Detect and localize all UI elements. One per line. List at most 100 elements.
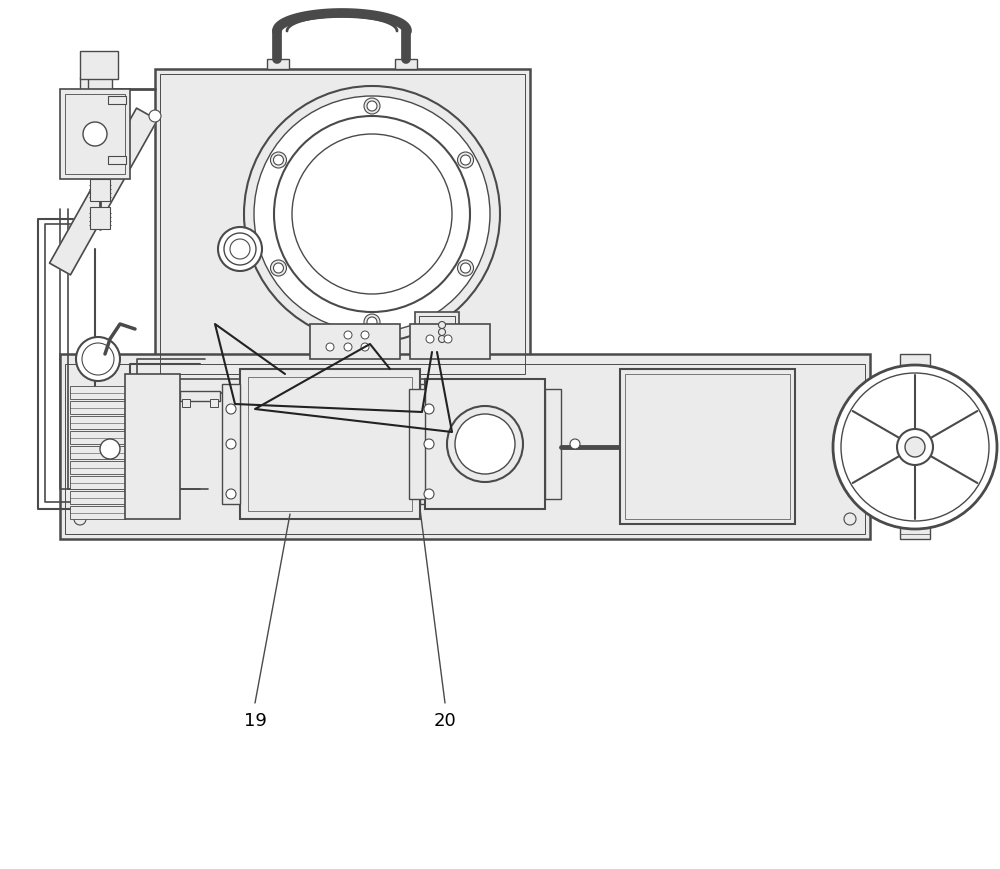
Bar [90,123,110,145]
Circle shape [361,331,369,339]
Bar [465,391,505,401]
Bar [415,312,459,352]
Circle shape [833,365,997,529]
Circle shape [438,328,446,335]
Bar [160,379,525,393]
Bar [70,431,125,444]
Circle shape [270,152,286,168]
Bar [90,95,110,117]
Circle shape [426,335,434,343]
Circle shape [230,239,250,259]
Circle shape [364,98,380,114]
Bar [410,324,490,359]
Circle shape [326,343,334,351]
Circle shape [455,414,515,474]
Circle shape [444,335,452,343]
Circle shape [461,263,471,273]
Circle shape [292,134,452,294]
Circle shape [82,343,114,375]
Circle shape [458,260,474,276]
Circle shape [905,437,925,457]
Bar [248,377,412,511]
Bar [155,69,530,379]
Circle shape [226,404,236,414]
Bar [70,461,125,474]
Bar [125,374,180,519]
Bar [70,446,125,459]
Bar [180,391,220,401]
Bar [240,369,420,519]
Circle shape [361,343,369,351]
Bar [60,89,130,179]
Circle shape [447,406,523,482]
Bar [267,59,289,69]
Bar [160,74,525,374]
Bar [395,59,417,69]
Circle shape [224,233,256,265]
Bar [60,354,870,539]
Circle shape [344,331,352,339]
Bar [625,374,790,519]
Bar [80,77,110,99]
Circle shape [76,337,120,381]
Bar [210,399,218,407]
Bar [100,97,122,119]
Bar [65,94,125,174]
Circle shape [897,429,933,465]
Circle shape [841,373,989,521]
Bar [90,207,110,229]
Bar [70,506,125,519]
Circle shape [270,260,286,276]
Bar [108,96,126,104]
Circle shape [226,439,236,449]
Bar [70,401,125,414]
Bar [545,389,561,499]
Circle shape [438,335,446,342]
Bar [425,379,545,509]
Circle shape [458,152,474,168]
Circle shape [83,122,107,146]
Bar [70,386,125,399]
Circle shape [570,439,580,449]
Bar [182,399,190,407]
Circle shape [844,513,856,525]
Circle shape [273,263,283,273]
Bar [65,364,865,534]
Circle shape [226,489,236,499]
Bar [70,491,125,504]
Circle shape [424,439,434,449]
Circle shape [424,404,434,414]
Bar [900,354,930,539]
Text: 19: 19 [244,712,266,730]
Circle shape [149,110,161,122]
Polygon shape [50,108,157,275]
Bar [620,369,795,524]
Bar [88,69,112,94]
Bar [90,151,110,173]
Circle shape [74,513,86,525]
Circle shape [244,86,500,342]
Text: 20: 20 [434,712,456,730]
Bar [310,324,400,359]
Circle shape [367,317,377,327]
Bar [222,384,240,504]
Bar [90,179,110,201]
Circle shape [218,227,262,271]
Circle shape [461,155,471,165]
Circle shape [438,322,446,328]
Bar [420,384,438,504]
Circle shape [100,439,120,459]
Bar [409,389,425,499]
Bar [419,316,455,348]
Bar [80,51,118,79]
Bar [467,399,475,407]
Circle shape [344,343,352,351]
Bar [70,416,125,429]
Circle shape [364,314,380,330]
Circle shape [424,489,434,499]
Circle shape [274,116,470,312]
Circle shape [254,96,490,332]
Bar [70,476,125,489]
Circle shape [367,101,377,111]
Bar [108,156,126,164]
